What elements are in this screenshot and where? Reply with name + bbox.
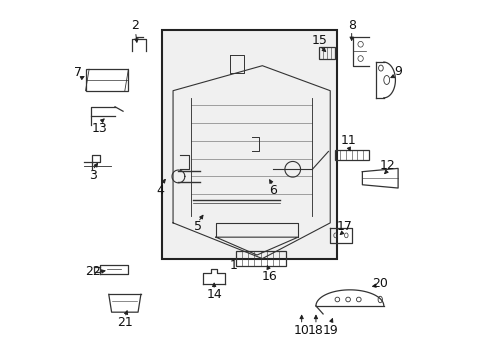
Text: 8: 8 (347, 19, 355, 32)
Text: 22: 22 (84, 265, 101, 278)
Text: 20: 20 (371, 277, 387, 290)
Bar (235, 251, 285, 266)
Text: 7: 7 (74, 66, 82, 78)
Text: 19: 19 (322, 324, 337, 337)
Text: 6: 6 (268, 184, 276, 197)
Bar (334, 150, 368, 160)
Text: 18: 18 (307, 324, 323, 337)
Text: 14: 14 (206, 288, 222, 301)
Bar (318, 47, 334, 59)
Bar (85, 69, 128, 91)
Text: 1: 1 (229, 259, 237, 272)
Text: 5: 5 (194, 220, 202, 233)
Text: 4: 4 (156, 184, 164, 197)
Text: 3: 3 (88, 169, 97, 182)
Text: 15: 15 (311, 34, 327, 47)
Text: 11: 11 (340, 134, 355, 147)
Text: 16: 16 (261, 270, 277, 283)
Text: 13: 13 (92, 122, 107, 135)
Text: 17: 17 (336, 220, 352, 233)
Text: 9: 9 (393, 64, 401, 77)
Text: 10: 10 (293, 324, 309, 337)
Text: 2: 2 (131, 19, 139, 32)
Text: 12: 12 (379, 159, 394, 172)
Text: 21: 21 (117, 316, 132, 329)
Bar (162, 30, 337, 258)
